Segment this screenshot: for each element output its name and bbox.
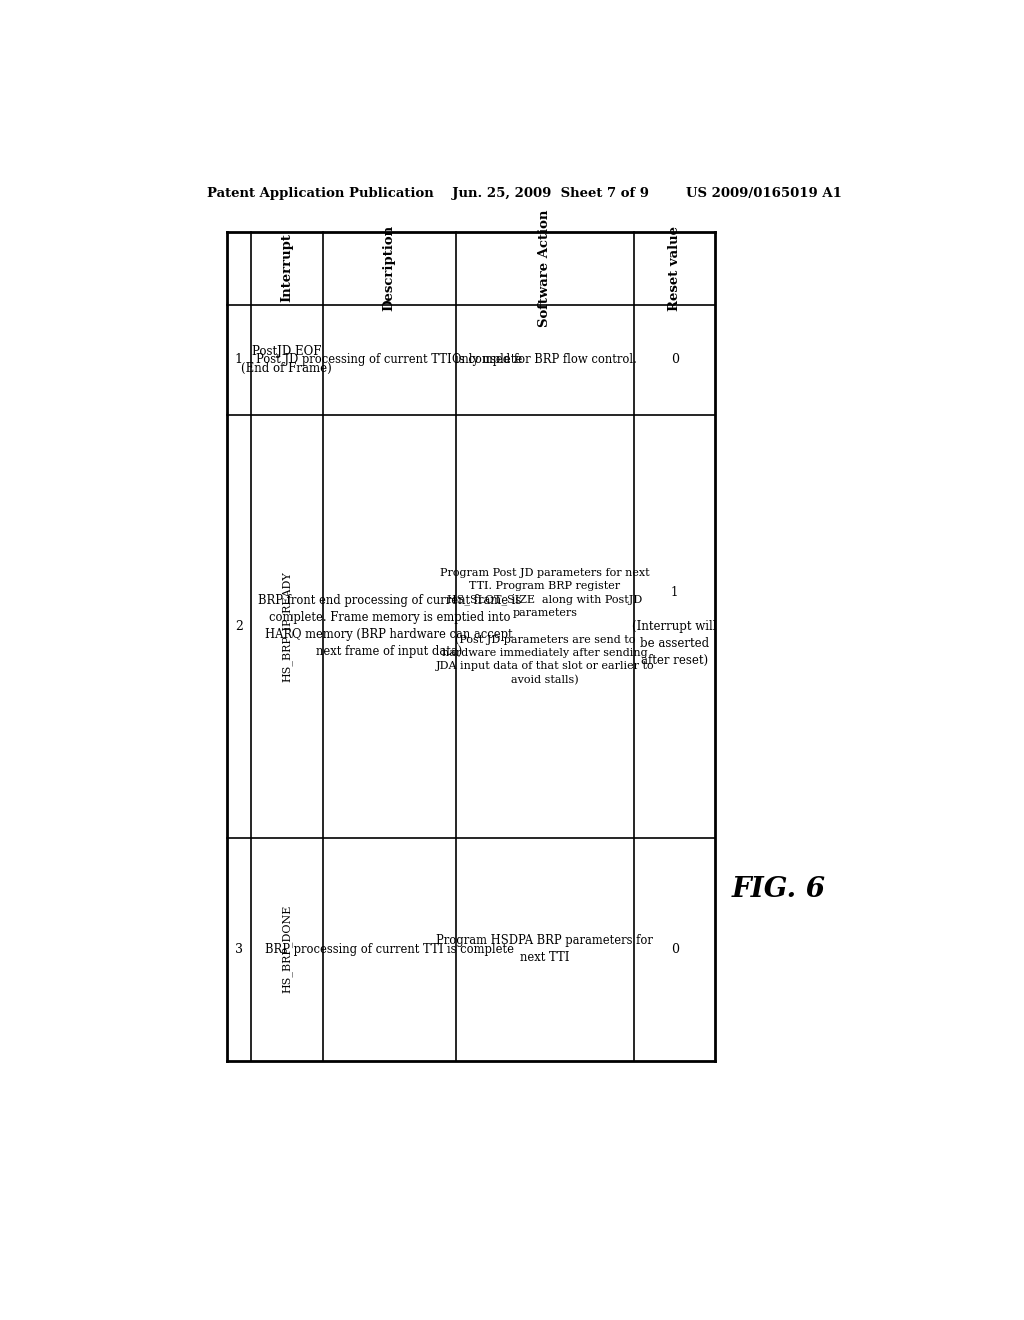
Text: Only used for BRP flow control.: Only used for BRP flow control. bbox=[453, 354, 637, 366]
Text: Patent Application Publication    Jun. 25, 2009  Sheet 7 of 9        US 2009/016: Patent Application Publication Jun. 25, … bbox=[208, 186, 842, 199]
Text: 2: 2 bbox=[234, 620, 243, 632]
Text: 3: 3 bbox=[234, 942, 243, 956]
Text: BRP processing of current TTI is complete: BRP processing of current TTI is complet… bbox=[265, 942, 514, 956]
Text: 1: 1 bbox=[234, 354, 243, 366]
Text: Software Action: Software Action bbox=[539, 210, 551, 327]
Text: Description: Description bbox=[383, 224, 396, 312]
Text: FIG. 6: FIG. 6 bbox=[732, 876, 826, 903]
Bar bbox=[227, 231, 716, 1061]
Text: HS_BRP_IP_READY: HS_BRP_IP_READY bbox=[282, 572, 292, 681]
Text: 0: 0 bbox=[671, 354, 679, 366]
Text: Program Post JD parameters for next
TTI. Program BRP register
HS_SLOT_SIZE  alon: Program Post JD parameters for next TTI.… bbox=[435, 568, 654, 685]
Text: BRP front end processing of current frame is
complete. Frame memory is emptied i: BRP front end processing of current fram… bbox=[258, 594, 521, 659]
Text: HS_BRP_DONE: HS_BRP_DONE bbox=[282, 906, 292, 994]
Text: 1

(Interrupt will
be asserted
after reset): 1 (Interrupt will be asserted after rese… bbox=[633, 586, 717, 667]
Text: PostJD EOF
(End of Frame): PostJD EOF (End of Frame) bbox=[242, 345, 332, 375]
Text: Reset value: Reset value bbox=[669, 226, 681, 310]
Text: Post JD processing of current TTI is complete: Post JD processing of current TTI is com… bbox=[256, 354, 522, 366]
Text: 0: 0 bbox=[671, 942, 679, 956]
Text: Program HSDPA BRP parameters for
next TTI: Program HSDPA BRP parameters for next TT… bbox=[436, 935, 653, 965]
Text: Interrupt: Interrupt bbox=[281, 234, 293, 302]
